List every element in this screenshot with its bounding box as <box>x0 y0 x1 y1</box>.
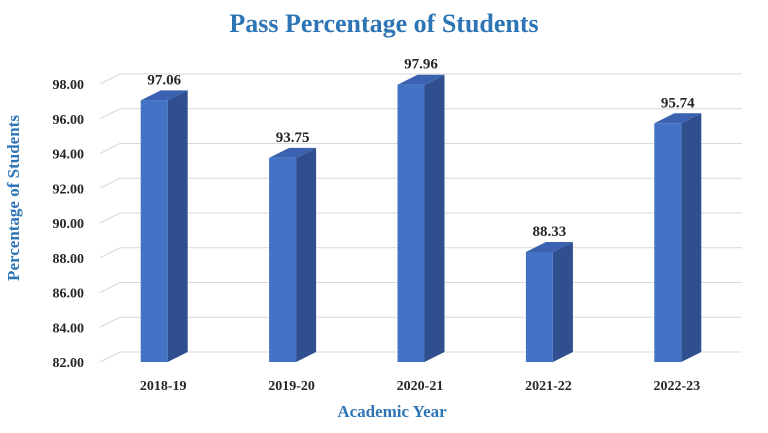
gridline-depth <box>99 212 121 224</box>
bar-2020-21 <box>397 74 445 362</box>
bar-side <box>296 147 317 362</box>
y-tick-label: 86.00 <box>53 287 85 302</box>
y-axis-ticks: 82.00 84.00 86.00 88.00 90.00 92.00 94.00 96.00… <box>53 78 85 371</box>
bar-2022-23 <box>654 113 702 362</box>
data-label: 97.06 <box>147 72 181 88</box>
gridline-depth <box>99 108 121 120</box>
bar-front <box>140 100 168 363</box>
data-label: 97.96 <box>404 57 438 73</box>
y-tick-label: 98.00 <box>53 78 85 93</box>
x-axis-title: Academic Year <box>337 402 447 421</box>
bar-top <box>397 74 445 85</box>
x-tick-label: 2021-22 <box>525 379 572 394</box>
data-label: 95.74 <box>661 95 695 111</box>
x-tick-label: 2020-21 <box>397 379 444 394</box>
y-tick-label: 84.00 <box>53 321 85 336</box>
y-tick-label: 88.00 <box>53 252 85 267</box>
gridline-depth <box>99 282 121 293</box>
bar-front <box>397 84 425 362</box>
gridline-depth <box>99 73 121 85</box>
data-label: 88.33 <box>533 224 567 240</box>
bar-side <box>681 113 702 362</box>
y-tick-label: 96.00 <box>53 113 85 128</box>
gridline-depth <box>99 177 121 189</box>
x-axis-ticks: 2018-19 2019-20 2020-21 2021-22 2022-23 <box>140 379 700 394</box>
gridline-depth <box>99 143 121 154</box>
bar-2018-19 <box>140 90 188 363</box>
bar-front <box>269 157 297 362</box>
bar-front <box>654 123 682 362</box>
y-tick-label: 90.00 <box>53 217 85 232</box>
bar-2021-22 <box>525 242 573 362</box>
y-tick-label: 92.00 <box>53 182 85 197</box>
chart-title: Pass Percentage of Students <box>229 9 538 38</box>
y-tick-label: 94.00 <box>53 148 85 163</box>
bar-top <box>140 90 188 101</box>
bar-2019-20 <box>269 147 317 362</box>
x-tick-label: 2019-20 <box>268 379 315 394</box>
bar-side <box>424 74 445 362</box>
x-tick-label: 2022-23 <box>653 379 700 394</box>
bar-side <box>552 242 573 362</box>
bar-top <box>654 113 702 124</box>
bar-side <box>167 90 188 363</box>
data-label: 93.75 <box>276 130 310 146</box>
bar-top <box>269 147 317 158</box>
bars <box>140 74 702 363</box>
x-tick-label: 2018-19 <box>140 379 187 394</box>
gridline-depth <box>99 316 121 328</box>
data-labels: 97.06 93.75 97.96 88.33 95.74 <box>147 57 695 240</box>
y-axis-title: Percentage of Students <box>4 115 23 281</box>
gridline-depth <box>99 247 121 259</box>
bar-front <box>525 252 553 362</box>
y-tick-label: 82.00 <box>53 356 85 371</box>
bar-top <box>525 242 573 253</box>
gridline-depth <box>99 351 121 363</box>
